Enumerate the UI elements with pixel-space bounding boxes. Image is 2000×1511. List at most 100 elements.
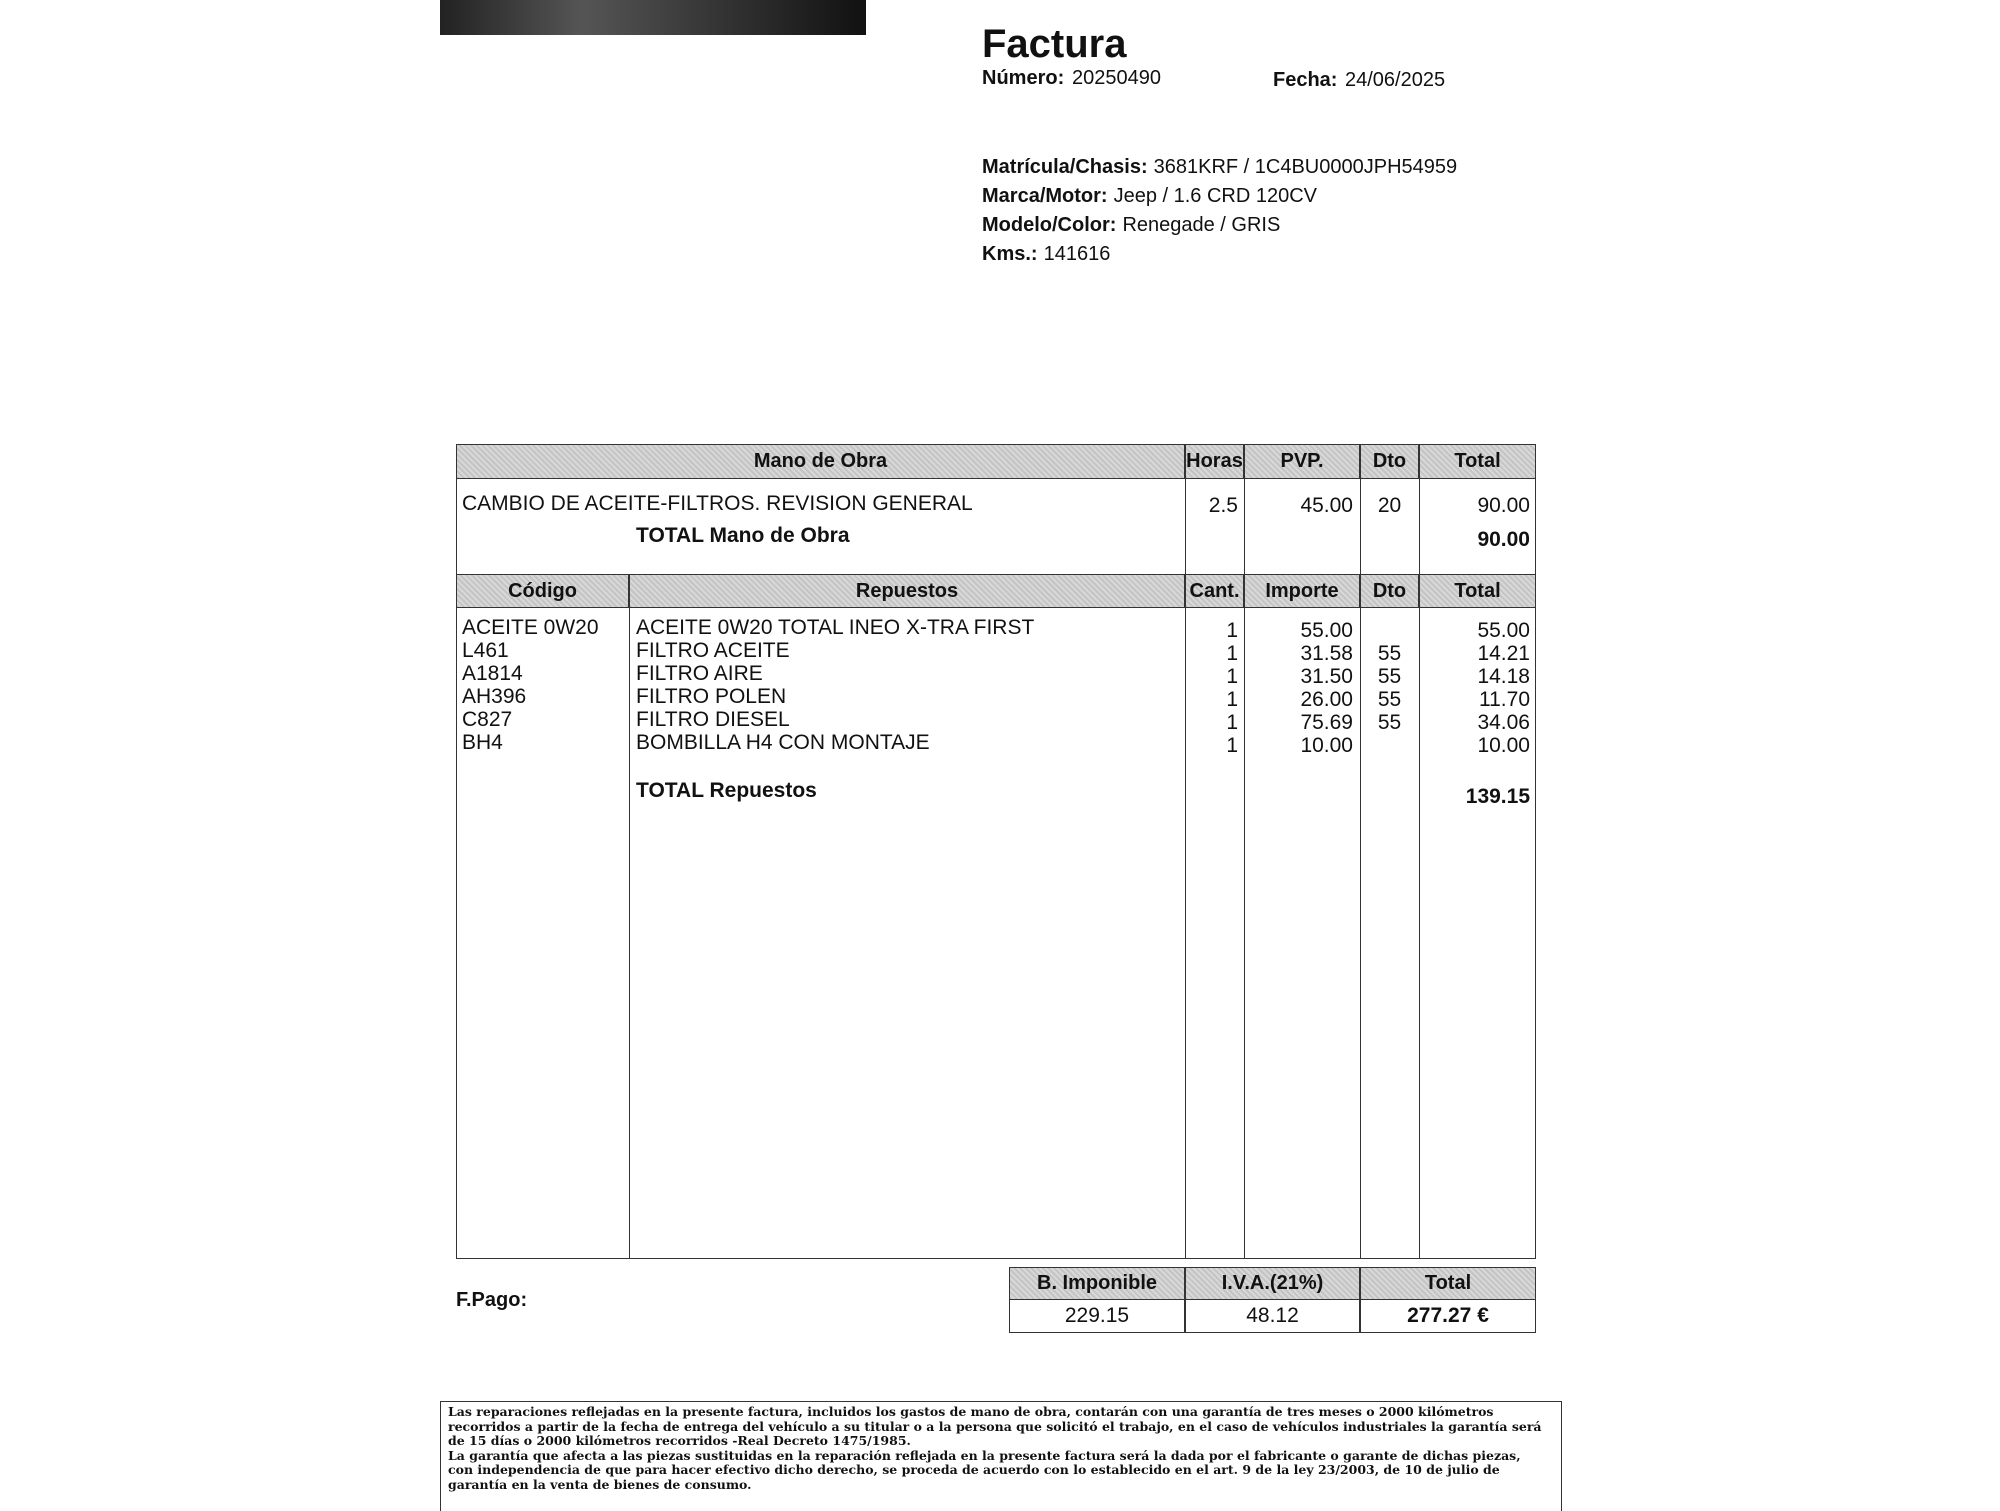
labor-total-label: TOTAL Mano de Obra (636, 524, 850, 547)
cell: 1 (1226, 711, 1238, 734)
summary-cell (1009, 1299, 1185, 1333)
header-cell (456, 574, 629, 608)
column-header: Dto (1372, 580, 1407, 602)
part-description: FILTRO AIRE (636, 662, 763, 685)
column-header: Mano de Obra (753, 450, 888, 472)
summary-header: I.V.A.(21%) (1221, 1272, 1324, 1294)
cell: 26.00 (1300, 688, 1353, 711)
summary-value: 277.27 € (1407, 1304, 1489, 1327)
date-label: Fecha: (1273, 69, 1338, 91)
header-cell (1185, 574, 1244, 608)
column-line (629, 574, 630, 1259)
payment-label: F.Pago: (456, 1289, 528, 1311)
cell: 2.5 (1208, 494, 1238, 517)
cell: 10.00 (1477, 734, 1530, 757)
header-cell (1360, 444, 1419, 479)
column-header: Dto (1372, 450, 1407, 472)
summary-cell (1360, 1299, 1536, 1333)
cell: 55 (1377, 642, 1402, 665)
cell: 34.06 (1477, 711, 1530, 734)
parts-total-label: TOTAL Repuestos (636, 779, 817, 802)
cell: 11.70 (1479, 688, 1530, 711)
part-code: A1814 (462, 662, 523, 685)
parts-total: 139.15 (1465, 785, 1530, 808)
cell: 55.00 (1300, 619, 1353, 642)
part-description: FILTRO ACEITE (636, 639, 790, 662)
vehicle-value: Renegade / GRIS (1122, 214, 1281, 236)
cell: 10.00 (1300, 734, 1353, 757)
cell: 31.58 (1300, 642, 1353, 665)
header-cell (1419, 444, 1536, 479)
header-cell (1360, 574, 1419, 608)
summary-value: 48.12 (1246, 1304, 1299, 1327)
cell: 55 (1377, 665, 1402, 688)
title: Factura (982, 22, 1127, 66)
cell: 55.00 (1477, 619, 1530, 642)
cell: 45.00 (1300, 494, 1353, 517)
cell: 31.50 (1300, 665, 1353, 688)
header-cell (1244, 444, 1360, 479)
part-code: L461 (462, 639, 509, 662)
cell: 55 (1377, 688, 1402, 711)
cell: 1 (1226, 688, 1238, 711)
part-description: ACEITE 0W20 TOTAL INEO X-TRA FIRST (636, 616, 1035, 639)
column-line (1185, 444, 1186, 1259)
cell: 14.21 (1477, 642, 1530, 665)
summary-header: B. Imponible (1037, 1272, 1157, 1294)
date: 24/06/2025 (1345, 69, 1446, 91)
header-cell (629, 574, 1185, 608)
column-header: Código (508, 580, 577, 602)
vehicle-value: 141616 (1043, 243, 1111, 265)
vehicle-value: 3681KRF / 1C4BU0000JPH54959 (1153, 156, 1458, 178)
cell: 1 (1226, 642, 1238, 665)
column-header: Repuestos (855, 580, 959, 602)
cell: 55 (1377, 711, 1402, 734)
part-code: BH4 (462, 731, 503, 754)
labor-total: 90.00 (1477, 528, 1530, 551)
logo-photo (440, 0, 866, 35)
footer-paragraph: La garantía que afecta a las piezas sust… (448, 1447, 1521, 1492)
footer-box (440, 1401, 1562, 1511)
part-description: FILTRO DIESEL (636, 708, 790, 731)
header-cell (1009, 1267, 1185, 1300)
header-cell (1185, 444, 1244, 479)
part-code: C827 (462, 708, 513, 731)
part-description: BOMBILLA H4 CON MONTAJE (636, 731, 930, 754)
header-cell (1419, 574, 1536, 608)
number: 20250490 (1072, 67, 1161, 89)
cell: 1 (1226, 734, 1238, 757)
cell: 1 (1226, 619, 1238, 642)
vehicle-label: Marca/Motor: (982, 185, 1108, 207)
vehicle-label: Kms.: (982, 243, 1038, 265)
vehicle-value: Jeep / 1.6 CRD 120CV (1113, 185, 1318, 207)
summary-cell (1185, 1299, 1360, 1333)
part-code: ACEITE 0W20 (462, 616, 599, 639)
part-code: AH396 (462, 685, 527, 708)
number-label: Número: (982, 67, 1065, 89)
column-header: Total (1454, 580, 1501, 602)
column-line (1244, 444, 1245, 1259)
column-header: PVP. (1280, 450, 1324, 472)
column-line (1419, 444, 1420, 1259)
column-header: Importe (1265, 580, 1339, 602)
cell: 1 (1226, 665, 1238, 688)
table-frame (456, 444, 1536, 1259)
cell: 20 (1377, 494, 1402, 517)
footer-paragraph: Las reparaciones reflejadas en la presen… (448, 1404, 1542, 1448)
vehicle-label: Matrícula/Chasis: (982, 156, 1148, 178)
summary-header: Total (1424, 1272, 1472, 1294)
header-cell (1244, 574, 1360, 608)
labor-description: CAMBIO DE ACEITE-FILTROS. REVISION GENER… (462, 492, 973, 515)
column-header: Total (1454, 450, 1501, 472)
header-cell (456, 444, 1185, 479)
cell: 14.18 (1477, 665, 1530, 688)
column-header: Horas (1186, 450, 1243, 472)
summary-value: 229.15 (1064, 1304, 1130, 1327)
part-description: FILTRO POLEN (636, 685, 787, 708)
cell: 90.00 (1477, 494, 1530, 517)
cell: 75.69 (1300, 711, 1353, 734)
footer-text: Las reparaciones reflejadas en la presen… (448, 1404, 1548, 1492)
vehicle-label: Modelo/Color: (982, 214, 1117, 236)
column-header: Cant. (1189, 580, 1240, 602)
